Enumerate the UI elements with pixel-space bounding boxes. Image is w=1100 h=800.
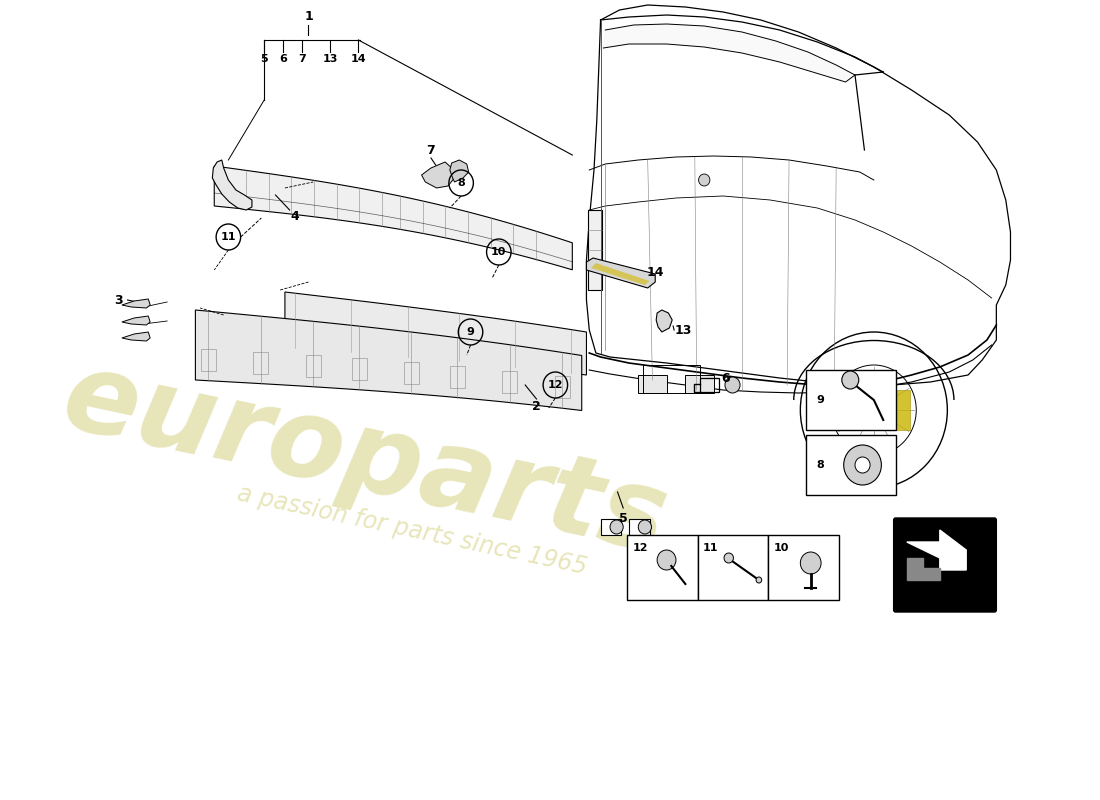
Polygon shape <box>657 310 672 332</box>
Circle shape <box>698 174 710 186</box>
Text: 7: 7 <box>298 54 306 64</box>
Bar <box>554 376 570 398</box>
Polygon shape <box>586 258 656 288</box>
Text: a passion for parts since 1965: a passion for parts since 1965 <box>235 481 590 579</box>
Text: 10: 10 <box>491 247 506 257</box>
Polygon shape <box>450 160 469 182</box>
Polygon shape <box>212 160 252 210</box>
Circle shape <box>638 520 651 534</box>
Bar <box>806 435 895 495</box>
Text: 12: 12 <box>548 380 563 390</box>
Polygon shape <box>122 316 151 325</box>
Text: 7: 7 <box>427 143 436 157</box>
Text: 9: 9 <box>466 327 474 337</box>
Polygon shape <box>196 310 582 410</box>
Text: 14: 14 <box>351 54 366 64</box>
Text: 1: 1 <box>304 10 312 22</box>
Text: europarts: europarts <box>54 344 676 576</box>
Bar <box>503 370 517 393</box>
Circle shape <box>756 577 761 583</box>
Bar <box>806 370 895 430</box>
Bar <box>588 210 603 290</box>
Text: 14: 14 <box>647 266 664 279</box>
Polygon shape <box>604 24 855 82</box>
Text: 6: 6 <box>722 371 730 385</box>
Text: 13: 13 <box>322 54 338 64</box>
Bar <box>601 519 621 535</box>
Circle shape <box>842 371 859 389</box>
Circle shape <box>657 550 676 570</box>
Text: 11: 11 <box>703 543 718 553</box>
Bar <box>253 352 268 374</box>
Text: 8: 8 <box>458 178 465 188</box>
Bar <box>629 519 650 535</box>
Bar <box>627 535 697 600</box>
Bar <box>697 535 768 600</box>
Polygon shape <box>591 263 650 285</box>
Text: 6: 6 <box>279 54 287 64</box>
Text: 13: 13 <box>674 323 692 337</box>
Circle shape <box>860 395 888 425</box>
Circle shape <box>844 445 881 485</box>
FancyBboxPatch shape <box>893 518 997 612</box>
Text: 5: 5 <box>619 511 628 525</box>
Bar <box>644 365 700 393</box>
Bar <box>701 378 719 392</box>
Polygon shape <box>421 162 453 188</box>
Bar <box>685 375 714 393</box>
Polygon shape <box>906 558 939 580</box>
Text: 12: 12 <box>632 543 648 553</box>
Bar <box>638 375 667 393</box>
Text: 5: 5 <box>261 54 268 64</box>
Bar <box>893 390 910 430</box>
Text: 4: 4 <box>290 210 299 223</box>
Text: 10: 10 <box>773 543 789 553</box>
Text: 9: 9 <box>816 395 824 405</box>
Polygon shape <box>214 166 572 270</box>
Circle shape <box>855 457 870 473</box>
Circle shape <box>801 552 821 574</box>
Text: 3: 3 <box>113 294 122 306</box>
Circle shape <box>724 553 734 563</box>
Text: 807 08: 807 08 <box>910 576 979 594</box>
Bar <box>768 535 839 600</box>
Polygon shape <box>285 292 586 375</box>
Circle shape <box>725 377 740 393</box>
Text: 11: 11 <box>221 232 236 242</box>
Polygon shape <box>122 332 151 341</box>
Bar <box>450 366 465 387</box>
Text: 2: 2 <box>532 401 541 414</box>
Bar <box>404 362 419 384</box>
Bar <box>352 358 366 380</box>
Circle shape <box>610 520 624 534</box>
Text: 8: 8 <box>816 460 824 470</box>
Bar <box>201 349 216 370</box>
Polygon shape <box>122 299 151 308</box>
Polygon shape <box>906 530 966 570</box>
Bar <box>306 354 321 377</box>
